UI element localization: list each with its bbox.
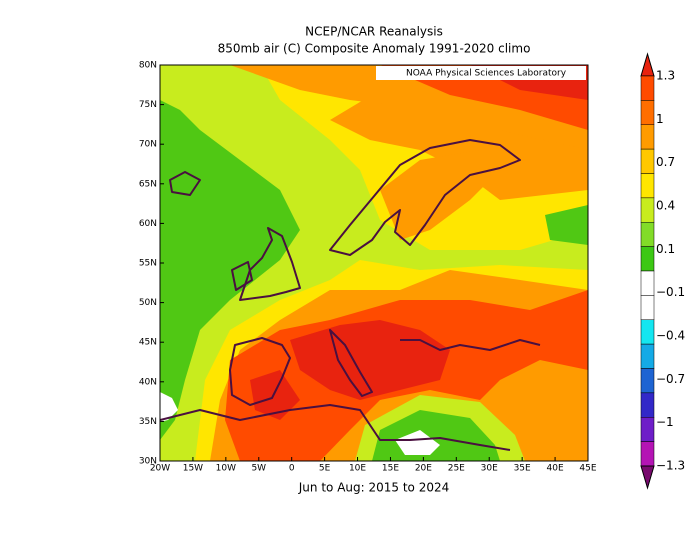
colorbar-segment (640, 343, 655, 369)
colorbar-label: 1.3 (656, 69, 675, 83)
colorbar-segment (640, 222, 655, 247)
subtitle: 850mb air (C) Composite Anomaly 1991-202… (218, 42, 531, 56)
colorbar-segment (640, 246, 655, 272)
colorbar-segment (640, 441, 655, 467)
anomaly-field (160, 65, 588, 461)
colorbar-label: 1 (656, 112, 664, 126)
period-label: Jun to Aug: 2015 to 2024 (298, 481, 449, 495)
x-tick-label: 35E (514, 464, 531, 474)
x-tick-label: 0 (289, 464, 295, 474)
y-tick-label: 60N (139, 219, 157, 229)
x-tick-label: 20E (415, 464, 432, 474)
colorbar-label: 0.7 (656, 155, 675, 169)
colorbar-label: 0.4 (656, 199, 675, 213)
x-tick-label: 30E (481, 464, 498, 474)
colorbar-cap (640, 52, 655, 77)
x-tick-label: 20W (150, 464, 170, 474)
x-tick-label: 45E (579, 464, 596, 474)
colorbar-segment (640, 100, 655, 125)
colorbar-segment (640, 173, 655, 199)
colorbar-segment (640, 75, 655, 101)
y-tick-label: 65N (139, 179, 157, 189)
colorbar-segment (640, 392, 655, 418)
colorbar-label: −0.4 (656, 329, 685, 343)
title: NCEP/NCAR Reanalysis (305, 25, 443, 39)
x-tick-label: 5E (319, 464, 331, 474)
colorbar-segment (640, 319, 655, 345)
x-tick-label: 40E (547, 464, 564, 474)
colorbar-segment (640, 124, 655, 150)
y-tick-label: 75N (139, 100, 157, 110)
credit-box (376, 66, 586, 80)
x-tick-label: 5W (251, 464, 266, 474)
y-tick-label: 30N (139, 457, 157, 467)
y-tick-label: 45N (139, 338, 157, 348)
y-tick-label: 70N (139, 140, 157, 150)
x-tick-label: 10E (349, 464, 366, 474)
x-tick-label: 25E (448, 464, 465, 474)
colorbar-label: −0.1 (656, 285, 685, 299)
colorbar-segment (640, 417, 655, 442)
y-tick-label: 40N (139, 377, 157, 387)
y-tick-label: 80N (139, 61, 157, 71)
colorbar-label: −0.7 (656, 372, 685, 386)
colorbar-segment (640, 148, 655, 174)
y-tick-label: 55N (139, 259, 157, 269)
x-tick-label: 15W (183, 464, 203, 474)
credit: NOAA Physical Sciences Laboratory (406, 69, 567, 79)
colorbar-label: −1 (656, 415, 674, 429)
x-tick-label: 15E (382, 464, 399, 474)
colorbar-segment (640, 197, 655, 223)
y-tick-label: 35N (139, 417, 157, 427)
colorbar-label: 0.1 (656, 242, 675, 256)
colorbar-segment (640, 270, 655, 296)
colorbar-segment (640, 368, 655, 394)
colorbar-segment (640, 295, 655, 320)
colorbar-label: −1.3 (656, 459, 685, 473)
y-tick-label: 50N (139, 298, 157, 308)
x-tick-label: 10W (216, 464, 236, 474)
colorbar-cap (640, 465, 655, 490)
